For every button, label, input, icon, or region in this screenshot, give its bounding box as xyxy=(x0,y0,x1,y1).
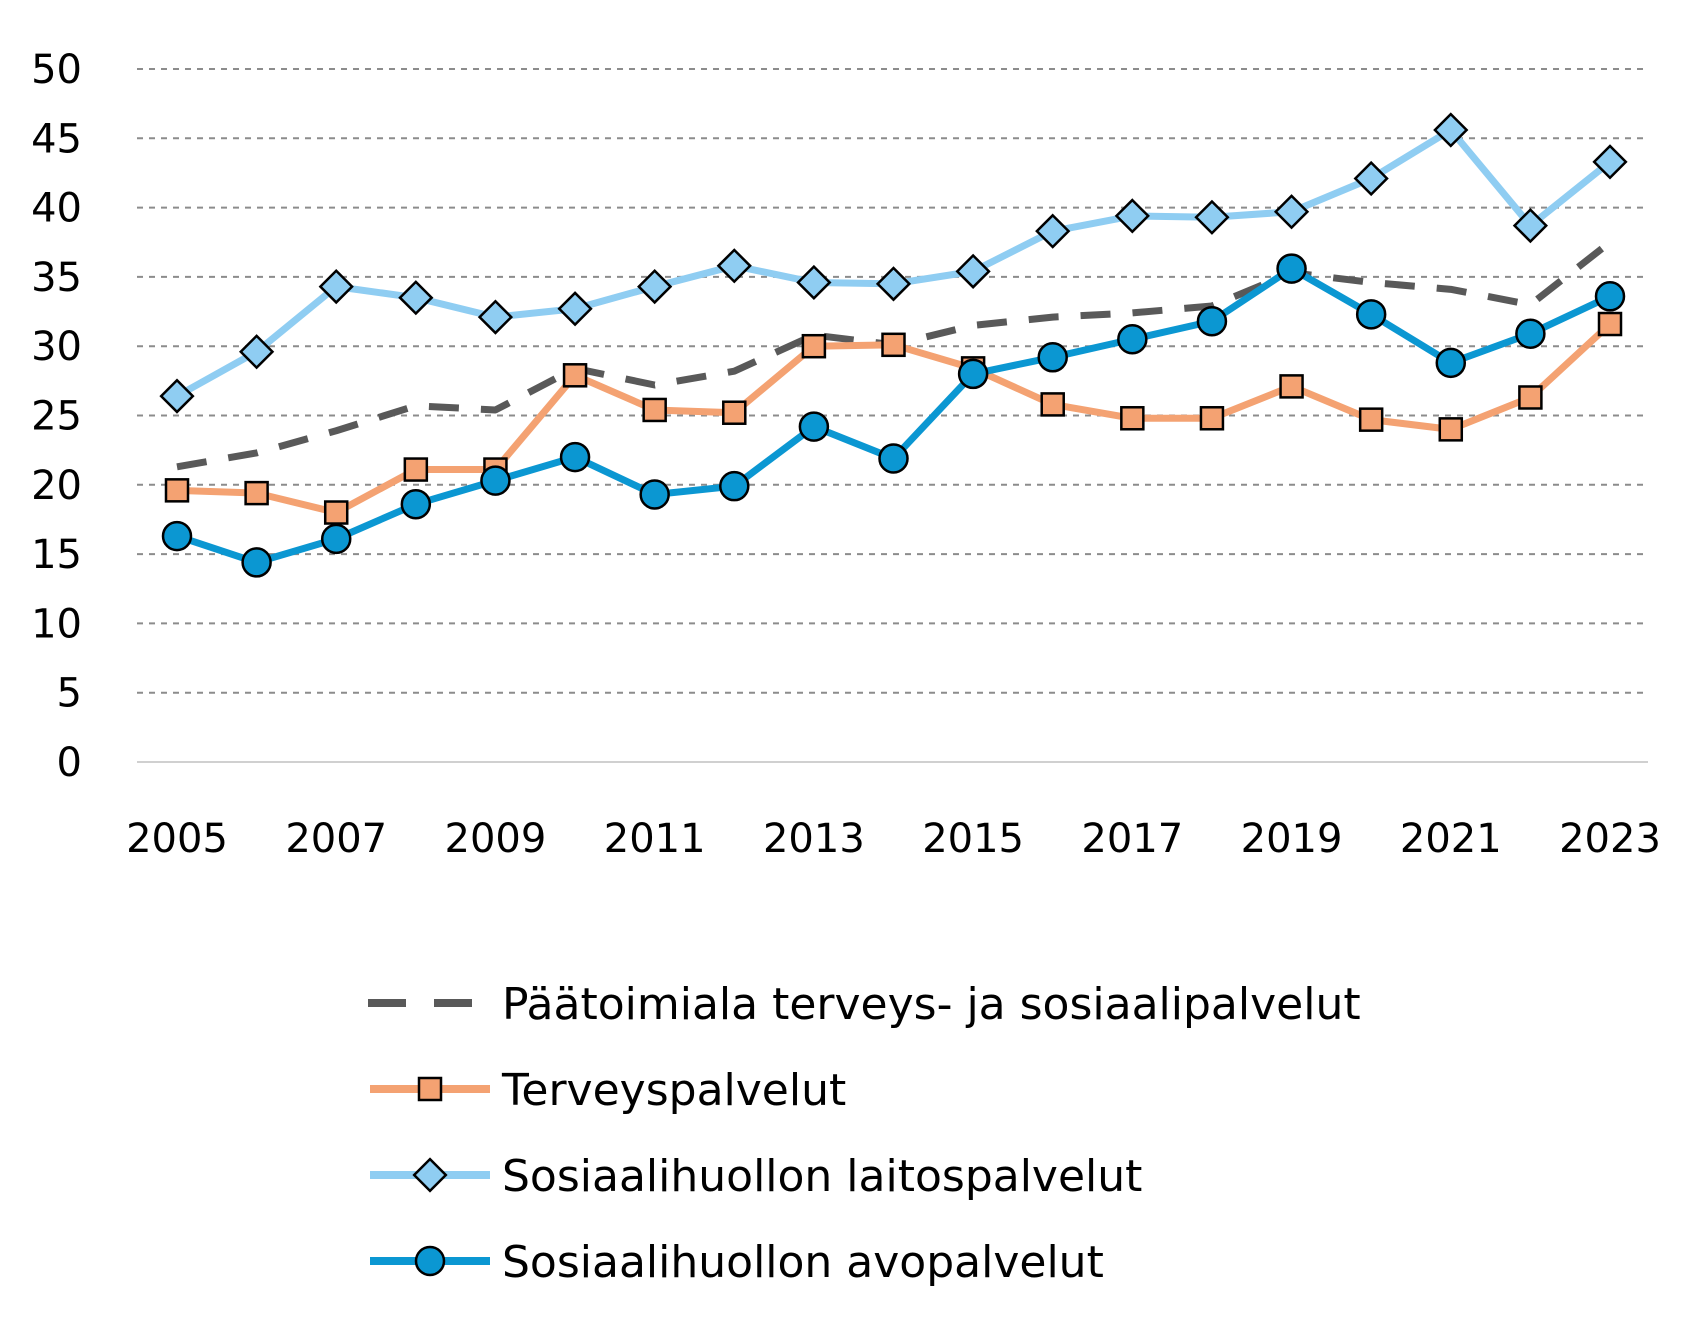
data-point xyxy=(798,411,830,442)
data-point xyxy=(1276,253,1307,284)
legend-label: Sosiaalihuollon laitospalvelut xyxy=(502,1151,1142,1202)
series-lines xyxy=(159,112,1628,578)
data-point xyxy=(241,547,272,578)
data-point xyxy=(801,333,827,359)
y-tick-label: 20 xyxy=(31,463,82,509)
data-point xyxy=(1199,406,1225,431)
data-point xyxy=(1518,385,1543,410)
x-tick-label: 2011 xyxy=(604,816,706,862)
data-point xyxy=(244,480,269,506)
data-point xyxy=(1438,417,1464,442)
data-point xyxy=(1035,213,1071,249)
data-point xyxy=(403,457,429,482)
y-tick-label: 50 xyxy=(31,47,82,93)
legend-marker xyxy=(414,1245,446,1277)
x-tick-label: 2015 xyxy=(922,816,1024,862)
series-1 xyxy=(164,311,1623,525)
data-point xyxy=(642,397,667,423)
data-point xyxy=(637,268,673,305)
data-point xyxy=(1512,208,1548,244)
x-tick-label: 2017 xyxy=(1081,816,1183,862)
data-point xyxy=(159,378,195,414)
data-point xyxy=(1355,299,1387,330)
y-tick-label: 45 xyxy=(31,116,82,162)
y-tick-label: 10 xyxy=(31,601,82,647)
y-axis-tick-labels: 0 5 10 15 20 25 30 35 40 45 50 xyxy=(31,47,82,786)
data-point xyxy=(957,358,989,390)
data-point xyxy=(1358,407,1384,432)
x-tick-label: 2023 xyxy=(1559,816,1661,862)
data-point xyxy=(1194,199,1230,235)
legend-marker xyxy=(417,1076,443,1102)
series-2 xyxy=(159,112,1628,414)
x-tick-label: 2019 xyxy=(1241,816,1343,862)
data-point xyxy=(1120,406,1145,431)
legend-item: Päätoimiala terveys- ja sosiaalipalvelut xyxy=(368,979,1361,1030)
legend-label: Päätoimiala terveys- ja sosiaalipalvelut xyxy=(502,979,1361,1030)
data-point xyxy=(1353,160,1389,197)
series-3 xyxy=(161,253,1626,578)
data-point xyxy=(1515,318,1546,349)
x-axis-tick-labels: 2005 2007 2009 2011 2013 2015 2017 2019 2021 2023 xyxy=(126,816,1661,862)
data-point xyxy=(318,268,354,305)
legend-item: Sosiaalihuollon laitospalvelut xyxy=(370,1151,1142,1202)
data-point xyxy=(557,291,593,327)
y-tick-label: 30 xyxy=(31,324,82,370)
data-point xyxy=(239,334,275,370)
data-point xyxy=(320,523,352,555)
data-point xyxy=(1592,144,1628,180)
data-point xyxy=(1273,194,1310,230)
data-point xyxy=(1594,281,1626,312)
data-point xyxy=(1117,324,1148,355)
legend-label: Terveyspalvelut xyxy=(501,1065,846,1116)
y-tick-label: 0 xyxy=(57,740,82,786)
data-point xyxy=(796,264,832,301)
x-tick-label: 2005 xyxy=(126,816,228,862)
y-tick-label: 15 xyxy=(31,532,82,578)
data-point xyxy=(161,520,193,552)
data-point xyxy=(562,363,588,388)
gridlines xyxy=(137,68,1648,763)
data-point xyxy=(559,441,591,473)
data-point xyxy=(1037,342,1068,373)
data-point xyxy=(719,470,750,502)
data-point xyxy=(881,332,906,358)
data-point xyxy=(722,400,747,425)
data-point xyxy=(875,266,912,302)
data-point xyxy=(398,280,434,316)
data-point xyxy=(1040,392,1065,417)
data-point xyxy=(477,299,514,335)
data-point xyxy=(1279,374,1304,399)
data-point xyxy=(878,443,909,474)
x-tick-label: 2013 xyxy=(763,816,865,862)
data-point xyxy=(400,488,432,520)
data-point xyxy=(480,465,511,496)
data-point xyxy=(1196,306,1228,337)
legend: Päätoimiala terveys- ja sosiaalipalvelut… xyxy=(368,979,1361,1288)
data-point xyxy=(639,479,670,510)
y-tick-label: 25 xyxy=(31,394,82,440)
y-tick-label: 40 xyxy=(31,186,82,232)
data-point xyxy=(1597,311,1623,337)
legend-item: Sosiaalihuollon avopalvelut xyxy=(370,1237,1104,1288)
data-point xyxy=(164,478,190,503)
y-tick-label: 35 xyxy=(31,255,82,301)
x-tick-label: 2007 xyxy=(285,816,387,862)
legend-marker xyxy=(412,1157,448,1193)
data-point xyxy=(323,500,349,525)
y-tick-label: 5 xyxy=(57,671,82,717)
legend-item: Terveyspalvelut xyxy=(370,1065,846,1116)
data-point xyxy=(1114,198,1150,234)
data-point xyxy=(1433,112,1469,148)
x-tick-label: 2021 xyxy=(1400,816,1502,862)
legend-label: Sosiaalihuollon avopalvelut xyxy=(502,1237,1104,1288)
data-point xyxy=(716,248,752,284)
data-point xyxy=(955,253,991,289)
x-tick-label: 2009 xyxy=(445,816,547,862)
data-point xyxy=(1435,347,1467,379)
